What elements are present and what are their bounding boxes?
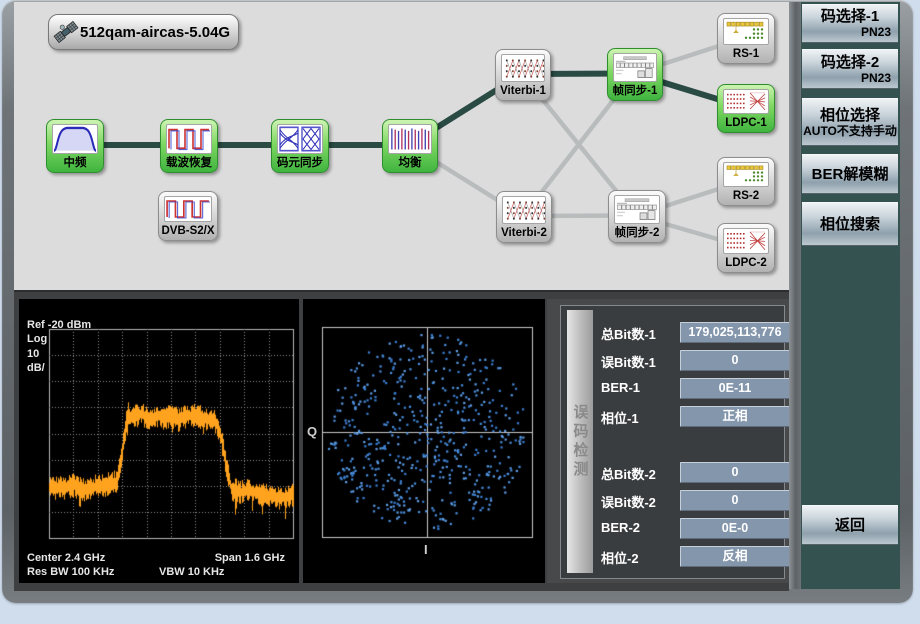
square-wave-icon: [164, 196, 212, 222]
flow-block-label: LDPC-2: [725, 257, 767, 269]
flow-block-label: 载波恢复: [166, 157, 212, 169]
comb-icon: [388, 124, 432, 154]
flow-block-label: RS-1: [732, 48, 760, 60]
sidebar-button-back[interactable]: 返回: [802, 505, 898, 545]
flow-block-label: 均衡: [398, 157, 422, 169]
window-content: 中频 载波恢复 码元同步 均衡 DVB-S2/X Viterbi-1 Viterbi-…: [14, 2, 900, 591]
sidebar-button-sublabel: AUTO不支持手动: [803, 123, 897, 138]
flow-block-rs1[interactable]: RS-1: [717, 13, 775, 64]
q-axis-label: Q: [307, 424, 318, 439]
rs-tree-icon: [723, 162, 769, 187]
flow-block-zhongpin[interactable]: 中频: [46, 119, 104, 173]
flow-block-frame1[interactable]: 帧同步-1: [607, 48, 663, 101]
ber-row-label: 误Bit数-2: [601, 495, 656, 510]
ber-strip-label: 误码检测: [571, 403, 589, 480]
flow-block-viterbi1[interactable]: Viterbi-1: [495, 49, 551, 101]
frame-sync-icon: [614, 195, 660, 224]
spectrum-scale-log: Log: [27, 333, 48, 345]
ber-row-label: 总Bit数-2: [601, 467, 656, 482]
ber-row-label: 相位-2: [601, 551, 639, 566]
ber-value-field: 0E-0: [680, 518, 790, 539]
ber-panel-inner: 误码检测 总Bit数-1 179,025,113,776 误Bit数-1 0 BER-1…: [560, 305, 790, 579]
flow-block-mayuan[interactable]: 码元同步: [271, 119, 329, 173]
spectrum-ref-label: Ref -20 dBm: [27, 319, 92, 331]
sidebar-button-label: BER解模糊: [811, 165, 889, 183]
sidebar-button-sublabel: PN23: [860, 70, 891, 85]
ber-value-field: 0E-11: [680, 378, 790, 399]
frame-sync-icon: [613, 53, 657, 82]
ber-value-field: 0: [680, 462, 790, 483]
flow-block-frame2[interactable]: 帧同步-2: [608, 190, 666, 243]
measurement-panel: Ref -20 dBm Log 10 dB/ Center 2.4 GHz Sp…: [14, 290, 790, 591]
flow-block-viterbi2[interactable]: Viterbi-2: [496, 191, 552, 243]
sidebar-button-label: 相位选择: [819, 106, 880, 124]
ber-strip: 误码检测: [567, 310, 593, 573]
ber-row-label: 总Bit数-1: [601, 327, 656, 342]
constellation-display: Q I: [303, 299, 545, 583]
flow-block-ldpc2[interactable]: LDPC-2: [717, 223, 775, 273]
ber-value-field: 0: [680, 350, 790, 371]
spectrum-span-label: Span 1.6 GHz: [214, 552, 285, 564]
sidebar-button-label: 码选择-2: [820, 53, 880, 71]
flow-block-label: 中频: [63, 157, 87, 169]
rs-tree-icon: [723, 18, 769, 45]
sidebar-button-label: 码选择-1: [820, 8, 880, 25]
spectrum-scale-db: dB/: [27, 362, 45, 374]
signal-title-label: 512qam-aircas-5.04G: [80, 23, 231, 41]
sidebar-button-label: 相位搜索: [819, 215, 880, 233]
eye-diagram-icon: [277, 124, 323, 154]
constellation-canvas: [303, 299, 545, 583]
flow-block-zaibo[interactable]: 载波恢复: [160, 119, 218, 173]
sidebar-button-sublabel: PN23: [860, 25, 891, 39]
flow-block-label: 帧同步-1: [612, 85, 658, 97]
spectrum-display: Ref -20 dBm Log 10 dB/ Center 2.4 GHz Sp…: [19, 299, 299, 583]
ber-value-field: 正相: [680, 406, 790, 427]
trellis-icon: [502, 196, 546, 224]
spectrum-scale-10: 10: [27, 348, 40, 360]
flow-block-label: Viterbi-1: [500, 85, 546, 97]
sidebar-button-ber-deambiguity[interactable]: BER解模糊: [802, 154, 898, 194]
sidebar-button-code-select-2[interactable]: 码选择-2 PN23: [802, 49, 898, 89]
signal-title-button[interactable]: 512qam-aircas-5.04G: [48, 14, 240, 50]
spectrum-canvas: [19, 299, 299, 583]
if-spectrum-icon: [52, 124, 98, 154]
spectrum-rbw-label: Res BW 100 KHz: [27, 566, 115, 578]
flow-block-label: 码元同步: [277, 157, 323, 169]
flow-block-junheng[interactable]: 均衡: [382, 119, 438, 173]
frame-divider: [789, 2, 801, 589]
flow-block-label: 帧同步-2: [614, 227, 660, 239]
ldpc-graph-icon: [723, 89, 769, 114]
flow-block-ldpc1[interactable]: LDPC-1: [717, 84, 775, 133]
flow-block-label: LDPC-1: [725, 117, 767, 129]
ldpc-graph-icon: [723, 228, 769, 254]
sidebar-button-phase-search[interactable]: 相位搜索: [802, 202, 898, 246]
flow-block-label: DVB-S2/X: [161, 225, 215, 237]
device-window-frame: 中频 载波恢复 码元同步 均衡 DVB-S2/X Viterbi-1 Viterbi-…: [2, 0, 913, 603]
flow-block-label: Viterbi-2: [501, 227, 547, 239]
sidebar-button-code-select-1[interactable]: 码选择-1 PN23: [802, 4, 898, 43]
trellis-icon: [501, 54, 545, 82]
ber-row-label: 误Bit数-1: [601, 355, 656, 370]
sidebar: 码选择-1 PN23 码选择-2 PN23 相位选择 AUTO不支持手动 BER解模糊 相位搜…: [801, 2, 900, 589]
flow-block-label: RS-2: [732, 190, 760, 202]
square-wave-icon: [166, 124, 212, 154]
flow-panel: 中频 载波恢复 码元同步 均衡 DVB-S2/X Viterbi-1 Viterbi-…: [14, 2, 789, 290]
sidebar-button-phase-select[interactable]: 相位选择 AUTO不支持手动: [802, 98, 898, 146]
satellite-icon: [53, 19, 79, 45]
ber-value-field: 179,025,113,776: [680, 322, 790, 343]
spectrum-center-label: Center 2.4 GHz: [27, 552, 106, 564]
ber-row-label: 相位-1: [601, 411, 639, 426]
sidebar-button-label: 返回: [834, 516, 865, 534]
ber-row-label: BER-2: [601, 520, 641, 535]
spectrum-vbw-label: VBW 10 KHz: [159, 566, 225, 578]
ber-row-label: BER-1: [601, 380, 641, 395]
ber-panel: 误码检测 总Bit数-1 179,025,113,776 误Bit数-1 0 BER-1…: [547, 299, 790, 583]
ber-value-field: 0: [680, 490, 790, 511]
ber-value-field: 反相: [680, 546, 790, 567]
flow-block-rs2[interactable]: RS-2: [717, 157, 775, 206]
flow-block-dvb[interactable]: DVB-S2/X: [158, 191, 218, 241]
i-axis-label: I: [424, 542, 428, 557]
